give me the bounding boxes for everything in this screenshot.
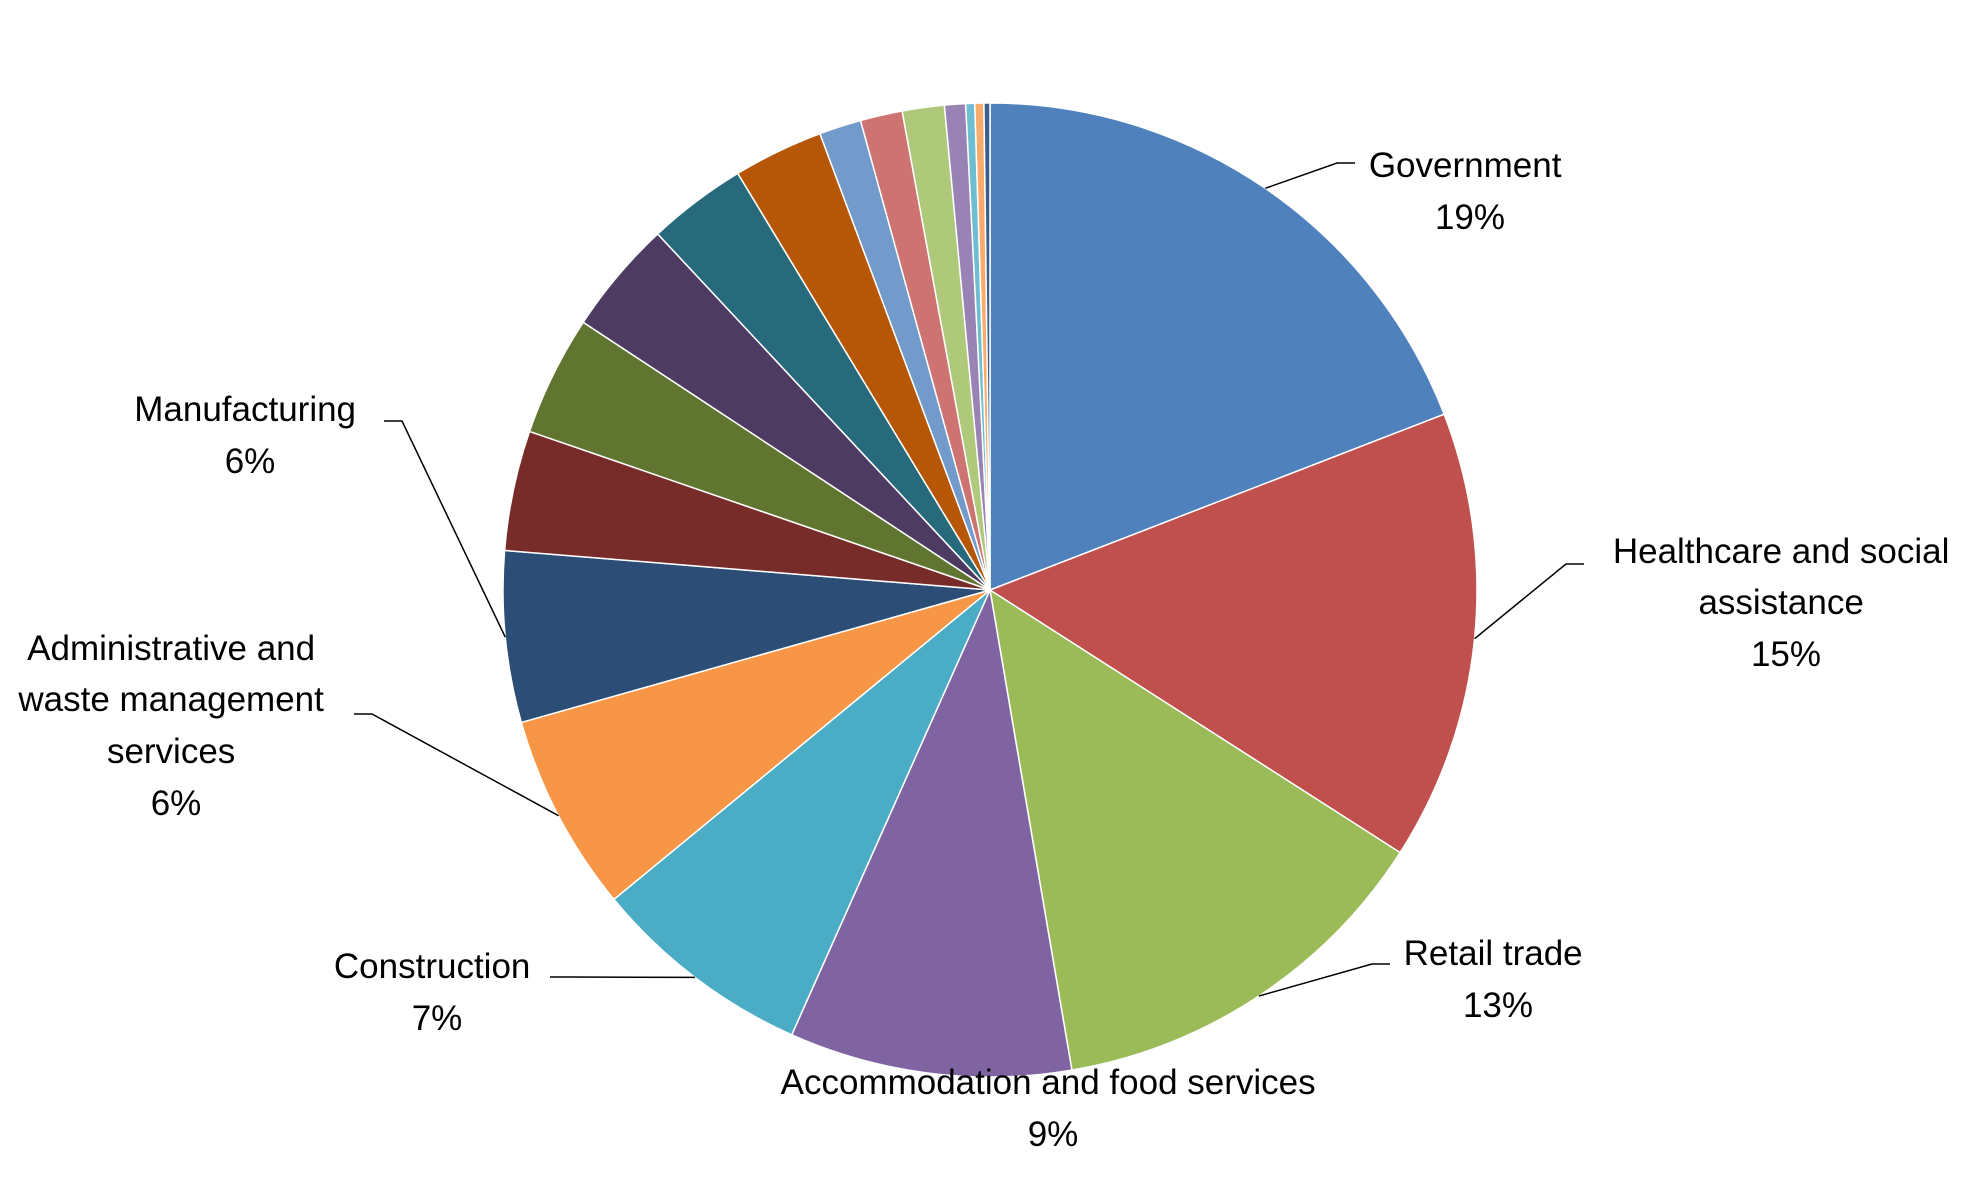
leader-line [1474, 563, 1584, 640]
label-government: Government 19% [1369, 146, 1571, 237]
pie-slices [502, 102, 1478, 1078]
leader-line [1258, 963, 1390, 997]
pie-slice [790, 587, 1073, 1078]
pie-slice [983, 102, 991, 591]
leader-line [354, 713, 559, 817]
label-construction: Construction 7% [334, 947, 540, 1038]
pie-slice [988, 588, 1402, 1071]
label-retail-trade: Retail trade 13% [1404, 934, 1593, 1025]
label-healthcare: Healthcare and social assistance 15% [1613, 532, 1959, 674]
label-manufacturing: Manufacturing 6% [134, 390, 366, 481]
leader-lines [354, 162, 1584, 997]
pie-slice [520, 589, 991, 901]
label-accommodation: Accommodation and food services 9% [781, 1063, 1326, 1154]
label-administrative: Administrative and waste management serv… [17, 629, 333, 823]
pie-slice [612, 589, 991, 1036]
leader-line [384, 420, 506, 638]
pie-slice [988, 413, 1478, 854]
leader-line [1265, 162, 1355, 190]
